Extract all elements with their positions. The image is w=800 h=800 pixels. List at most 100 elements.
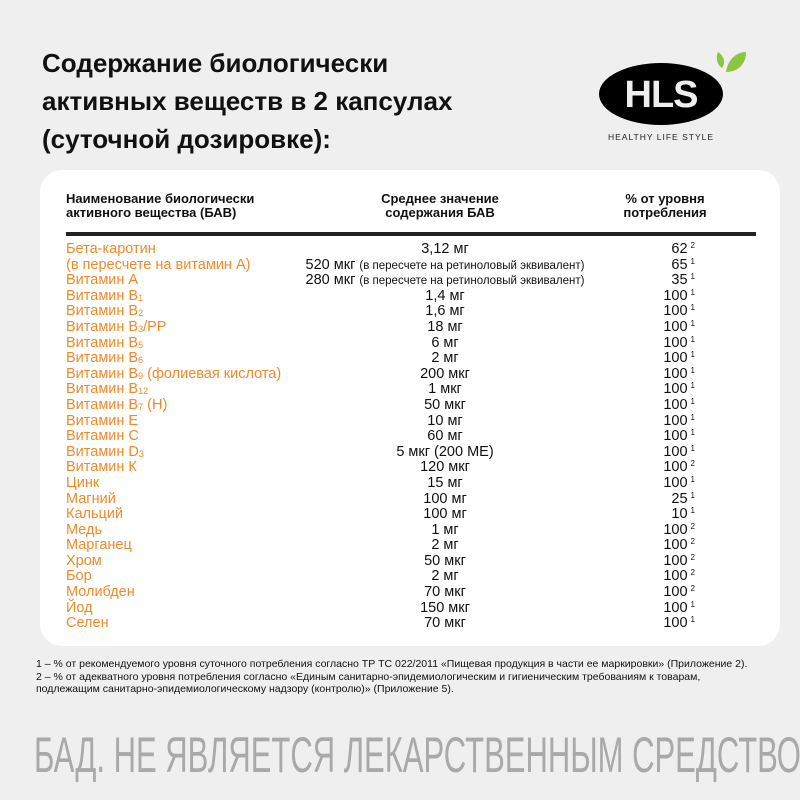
nutrient-percent: 62 2 [671, 241, 695, 257]
nutrient-value: 200 мкг [420, 365, 470, 382]
table-row: Витамин В12 1 мкг 100 1 [40, 381, 780, 398]
nutrient-name: Витамин В12 [66, 381, 149, 398]
page-title: Содержание биологически активных веществ… [42, 44, 502, 158]
nutrient-percent: 35 1 [671, 272, 695, 289]
nutrient-percent: 100 2 [663, 584, 695, 601]
svg-text:HLS: HLS [625, 74, 698, 116]
nutrient-percent: 100 1 [663, 474, 695, 491]
nutrient-percent: 100 1 [663, 303, 695, 320]
nutrient-value: 60 мг [427, 428, 463, 445]
table-row: Витамин С 60 мг 100 1 [40, 428, 780, 445]
nutrient-name: Витамин Е [66, 412, 139, 429]
nutrient-percent: 100 1 [663, 443, 695, 460]
nutrient-name: Медь [66, 521, 103, 538]
nutrient-value: 15 мг [427, 474, 463, 491]
nutrient-table: Наименование биологически активного вещес… [40, 170, 780, 646]
footnote-2: 2 – % от адекватного уровня потребления … [36, 670, 701, 696]
logo-mark: HLS [599, 52, 746, 125]
table-row: Йод 150 мкг 100 1 [40, 599, 780, 617]
nutrient-name: Йод [66, 599, 93, 616]
nutrient-percent: 100 1 [663, 287, 695, 304]
nutrient-percent: 100 1 [663, 365, 695, 382]
nutrient-percent: 100 1 [663, 615, 695, 632]
nutrient-value: 120 мкг [420, 459, 470, 476]
table-row: Витамин В2 1,6 мг 100 1 [40, 303, 780, 320]
header-percent: % от уровня потребления [623, 191, 707, 220]
table-row: Витамин В7 (Н) 50 мкг 100 1 [40, 396, 780, 414]
title-line: активных веществ в 2 капсулах [42, 86, 453, 116]
nutrient-name: Кальций [66, 506, 124, 523]
nutrient-value: 3,12 мг [421, 241, 469, 257]
table-row: Бета-каротин 3,12 мг 62 2 [40, 241, 780, 258]
table-row: Витамин В1 1,4 мг 100 1 [40, 287, 780, 305]
table-row: Кальций 100 мг 10 1 [40, 506, 780, 523]
nutrient-value: 2 мг [431, 568, 459, 585]
nutrient-name: Молибден [66, 584, 135, 601]
table-row: Бор 2 мг 100 2 [40, 568, 780, 585]
header-name: Наименование биологически активного вещес… [66, 191, 255, 220]
nutrient-name: Марганец [66, 537, 132, 554]
nutrient-name: Бета-каротин [66, 241, 156, 257]
nutrient-value: 10 мг [427, 412, 463, 429]
nutrient-percent: 100 2 [663, 568, 695, 585]
nutrient-percent: 25 1 [671, 490, 695, 507]
nutrient-name: Витамин В3/PP [66, 318, 167, 335]
nutrient-value: 520 мкг (в пересчете на ретиноловый экви… [305, 256, 585, 273]
table-row: Витамин Е 10 мг 100 1 [40, 412, 780, 430]
nutrient-name: Бор [66, 568, 92, 585]
nutrient-percent: 10 1 [671, 506, 695, 523]
header-divider [66, 232, 756, 236]
nutrient-percent: 100 1 [663, 318, 695, 335]
title-line: (суточной дозировке): [42, 124, 331, 154]
header-value: Среднее значение содержания БАВ [381, 191, 499, 220]
nutrient-percent: 100 1 [663, 412, 695, 429]
nutrient-percent: 100 1 [663, 396, 695, 413]
nutrient-value: 1,6 мг [425, 303, 465, 320]
nutrient-value: 2 мг [431, 350, 459, 367]
table-row: Хром 50 мкг 100 2 [40, 552, 780, 570]
nutrient-percent: 100 2 [663, 552, 695, 569]
nutrient-name: Витамин В2 [66, 303, 144, 320]
nutrient-name: Магний [66, 490, 116, 507]
table-row: Витамин А 280 мкг (в пересчете на ретино… [40, 272, 780, 289]
nutrient-name: Витамин А [66, 272, 139, 289]
nutrient-name: Витамин В6 [66, 350, 144, 367]
nutrient-value: 1 мг [431, 521, 459, 538]
nutrient-value: 2 мг [431, 537, 459, 554]
nutrient-value: 50 мкг [424, 396, 466, 413]
footnote-1: 1 – % от рекомендуемого уровня суточного… [36, 658, 748, 670]
nutrient-percent: 100 1 [663, 350, 695, 367]
nutrient-value: 100 мг [423, 490, 467, 507]
nutrient-value: 280 мкг (в пересчете на ретиноловый экви… [305, 272, 585, 289]
leaf-icon [716, 52, 725, 68]
nutrient-value: 50 мкг [424, 552, 466, 569]
nutrient-name: Витамин В1 [66, 287, 144, 304]
nutrient-value: 70 мкг [424, 615, 466, 632]
nutrient-value: 1 мкг [428, 381, 462, 398]
nutrient-value: 150 мкг [420, 599, 470, 616]
nutrient-percent: 100 1 [663, 428, 695, 445]
table-row: Витамин D3 5 мкг (200 МЕ) 100 1 [40, 443, 780, 461]
disclaimer: БАД. НЕ ЯВЛЯЕТСЯ ЛЕКАРСТВЕННЫМ СРЕДСТВОМ… [34, 727, 800, 783]
table-row: Цинк 15 мг 100 1 [40, 474, 780, 492]
nutrient-name: Витамин К [66, 459, 137, 476]
nutrient-percent: 100 2 [663, 537, 695, 554]
table-row: Витамин В3/PP 18 мг 100 1 [40, 318, 780, 336]
nutrient-percent: 100 2 [663, 459, 695, 476]
nutrient-percent: 100 2 [663, 521, 695, 538]
nutrient-percent: 100 1 [663, 599, 695, 616]
logo-tagline: HEALTHY LIFE STYLE [607, 132, 715, 142]
nutrient-name: Витамин В9 (фолиевая кислота) [66, 365, 282, 382]
table-row: Селен 70 мкг 100 1 [40, 615, 780, 632]
nutrient-name: Витамин В5 [66, 334, 144, 351]
table-row: Молибден 70 мкг 100 2 [40, 584, 780, 601]
table-row: Витамин В6 2 мг 100 1 [40, 350, 780, 367]
title-line: Содержание биологически [42, 48, 389, 78]
table-row: Витамин В9 (фолиевая кислота) 200 мкг 10… [40, 365, 780, 383]
nutrient-value: 70 мкг [424, 584, 466, 601]
nutrient-value: 6 мг [431, 334, 459, 351]
nutrient-name: Цинк [66, 474, 100, 491]
nutrient-value: 5 мкг (200 МЕ) [396, 443, 494, 460]
leaf-icon [726, 52, 746, 72]
nutrient-percent: 100 1 [663, 381, 695, 398]
